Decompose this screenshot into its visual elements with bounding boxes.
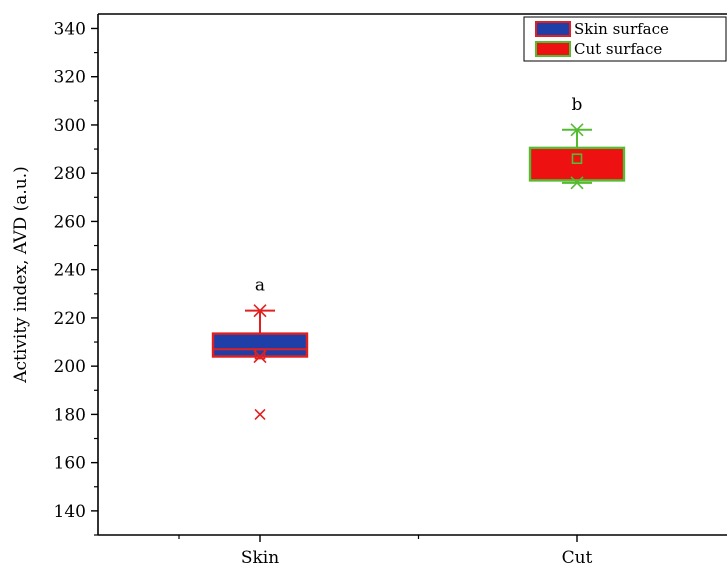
legend-item-cut: Cut surface	[535, 40, 662, 58]
y-axis-ticks: 140 160 180 200 220 240 260 280 300 320 340	[54, 19, 98, 536]
legend-swatch	[535, 21, 571, 37]
outlier-point	[254, 408, 266, 420]
max-marker	[253, 304, 267, 318]
y-tick-label: 300	[54, 116, 86, 136]
x-tick-label-cut: Cut	[562, 548, 593, 568]
box-series: ab	[211, 95, 626, 420]
y-tick-label: 160	[54, 454, 86, 474]
significance-letter: b	[572, 95, 583, 115]
x-axis-ticks: Skin Cut	[178, 535, 593, 568]
legend-swatch	[535, 41, 571, 57]
y-tick-label: 240	[54, 261, 86, 281]
min-marker	[253, 349, 267, 364]
y-tick-label: 140	[54, 502, 86, 522]
x-tick-label-skin: Skin	[241, 548, 279, 568]
box-iqr	[211, 332, 309, 358]
mean-marker	[571, 153, 583, 165]
y-tick-label: 320	[54, 68, 86, 88]
mean-marker	[254, 348, 266, 360]
y-tick-label: 220	[54, 309, 86, 329]
box-skin: a	[211, 276, 309, 420]
axes	[97, 13, 727, 536]
legend-label: Cut surface	[574, 40, 662, 58]
legend-label: Skin surface	[574, 20, 669, 38]
marker-stroke	[570, 176, 584, 190]
box-iqr	[528, 146, 626, 182]
y-tick-label: 200	[54, 357, 86, 377]
y-axis-title: Activity index, AVD (a.u.)	[11, 166, 31, 384]
y-tick-label: 280	[54, 164, 86, 184]
min-marker	[570, 176, 584, 190]
y-tick-label: 180	[54, 405, 86, 425]
y-tick-label: 340	[54, 19, 86, 39]
max-marker	[570, 123, 584, 137]
legend-item-skin: Skin surface	[535, 20, 669, 38]
marker-stroke	[253, 304, 267, 318]
legend: Skin surface Cut surface	[523, 16, 727, 62]
significance-letter: a	[255, 276, 265, 296]
outlier-stroke	[254, 408, 266, 420]
box-cut: b	[528, 95, 626, 190]
marker-stroke	[253, 349, 267, 364]
y-tick-label: 260	[54, 212, 86, 232]
marker-stroke	[570, 123, 584, 137]
